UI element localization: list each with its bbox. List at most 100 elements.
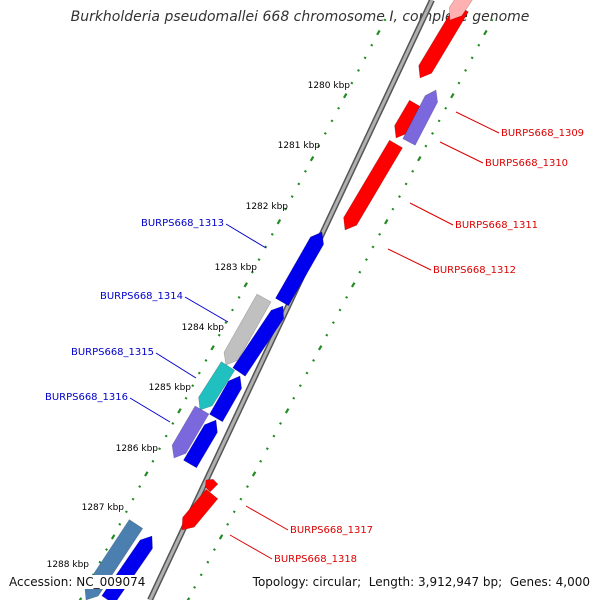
outer-tick-mark — [398, 195, 401, 198]
inner-tick-mark — [177, 408, 182, 414]
tick-label: 1284 kbp — [182, 323, 225, 333]
gene-label-reverse: BURPS668_1309 — [501, 128, 584, 139]
inner-tick-mark — [257, 258, 261, 261]
gene-arrow-forward — [183, 419, 218, 469]
inner-tick-mark — [323, 132, 327, 135]
tick-label: 1282 kbp — [246, 202, 289, 212]
tick-label: 1281 kbp — [278, 141, 321, 151]
inner-tick-mark — [118, 522, 122, 526]
gene-label-reverse: BURPS668_1312 — [433, 265, 516, 276]
topology-label: Topology: — [252, 575, 309, 589]
gene-label-layer: BURPS668_1313 BURPS668_1314 BURPS668_1315 B… — [45, 111, 584, 565]
outer-tick-mark — [251, 471, 257, 477]
inner-tick-mark — [124, 510, 128, 514]
gene-arrow-reverse — [204, 478, 219, 493]
gene-arrow-cyan — [198, 361, 236, 411]
outer-tick-mark — [364, 258, 368, 261]
accession-value: NC_009074 — [76, 575, 146, 589]
inner-tick-mark — [131, 497, 135, 501]
length-label: Length: — [368, 575, 415, 589]
inner-tick-mark — [342, 92, 348, 99]
outer-tick-mark — [345, 295, 349, 299]
gene-label-forward-leader — [184, 296, 229, 323]
inner-tick-mark — [383, 18, 387, 22]
gene-label-reverse-leader — [387, 248, 432, 271]
gene-arrow-forward — [209, 375, 242, 423]
gene-label-forward: BURPS668_1316 — [45, 392, 128, 403]
outer-tick-mark — [272, 434, 276, 438]
outer-tick-mark — [424, 144, 428, 148]
inner-tick-mark — [138, 485, 142, 488]
inner-tick-mark — [270, 232, 274, 236]
gene-label-forward-leader — [129, 397, 171, 423]
outer-tick-mark — [279, 422, 282, 425]
outer-tick-mark — [193, 585, 197, 589]
topology-value: circular — [312, 575, 358, 589]
gene-label-reverse-leader — [455, 111, 500, 134]
tick-label: 1286 kbp — [116, 444, 159, 454]
genome-info-footer: Topology: circular; Length: 3,912,947 bp… — [250, 575, 592, 589]
outer-tick-mark — [483, 29, 488, 36]
outer-tick-mark — [457, 81, 461, 85]
outer-tick-mark — [186, 597, 191, 600]
outer-tick-mark — [358, 270, 362, 274]
length-value: 3,912,947 bp — [418, 575, 499, 589]
outer-tick-mark — [490, 18, 494, 22]
gene-arrow-reverse — [448, 0, 473, 21]
tick-label: 1280 kbp — [308, 81, 351, 91]
outer-tick-mark — [212, 548, 216, 551]
inner-tick-mark — [276, 219, 282, 225]
gene-label-reverse-leader — [409, 202, 454, 226]
inner-tick-mark — [357, 69, 360, 72]
gene-label-reverse: BURPS668_1317 — [290, 525, 373, 536]
gene-arrow-reverse — [181, 488, 219, 531]
inner-tick-mark — [110, 534, 116, 540]
inner-tick-mark — [337, 106, 341, 110]
genes-value: 4,000 — [555, 575, 590, 589]
outer-tick-mark — [317, 345, 323, 351]
inner-tick-mark — [376, 29, 381, 36]
outer-tick-mark — [284, 408, 290, 414]
inner-tick-mark — [191, 384, 195, 388]
inner-tick-mark — [317, 144, 321, 148]
outer-tick-mark — [417, 155, 422, 162]
gene-arrow-reverse — [343, 139, 403, 231]
outer-tick-mark — [232, 510, 236, 514]
outer-tick-mark — [450, 92, 455, 99]
gene-label-reverse: BURPS668_1311 — [455, 220, 538, 231]
genes-label: Genes: — [509, 575, 552, 589]
inner-tick-mark — [297, 182, 301, 186]
inner-tick-mark — [237, 295, 241, 299]
outer-tick-mark — [404, 182, 408, 186]
outer-tick-mark — [391, 207, 395, 211]
gene-label-reverse: BURPS668_1310 — [485, 158, 568, 169]
outer-tick-mark — [444, 106, 448, 110]
outer-tick-mark — [378, 232, 382, 236]
gene-label-reverse-leader — [229, 534, 273, 560]
inner-tick-mark — [151, 459, 155, 463]
outer-tick-mark — [246, 485, 249, 488]
gene-label-forward-leader — [155, 352, 197, 379]
gene-arrow-forward — [275, 231, 324, 307]
outer-tick-mark — [292, 396, 296, 400]
tick-label-layer: 1280 kbp 1281 kbp 1282 kbp 1283 kbp 1284 kbp… — [47, 81, 351, 570]
outer-tick-mark — [464, 69, 468, 72]
inner-tick-mark — [78, 597, 83, 600]
accession-footer: Accession: NC_009074 — [7, 575, 148, 589]
outer-tick-mark — [384, 219, 389, 225]
outer-tick-mark — [239, 497, 243, 501]
tick-label: 1285 kbp — [149, 383, 192, 393]
outer-tick-mark — [226, 522, 230, 526]
outer-tick-mark — [470, 56, 474, 60]
inner-tick-mark — [210, 345, 215, 351]
tick-label: 1283 kbp — [215, 263, 258, 273]
gene-label-forward: BURPS668_1315 — [71, 347, 154, 358]
outer-tick-mark — [265, 447, 269, 451]
inner-tick-mark — [350, 81, 354, 85]
tick-label: 1288 kbp — [47, 560, 90, 570]
gene-label-reverse-leader — [245, 505, 289, 531]
inner-tick-mark — [197, 371, 201, 375]
inner-tick-mark — [158, 447, 162, 451]
outer-tick-mark — [411, 169, 415, 173]
